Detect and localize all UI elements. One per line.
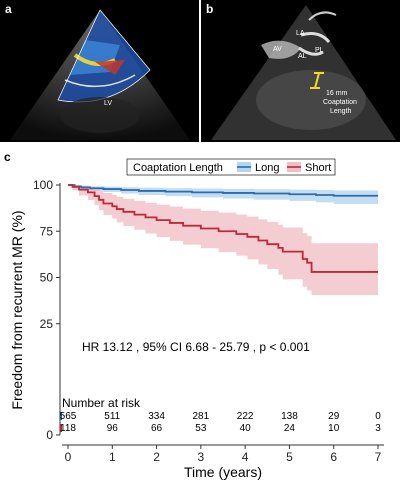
x-tick-label-0: 0 [65,450,72,464]
x-tick-label-7: 7 [375,450,382,464]
y-tick-label-75: 75 [40,224,54,238]
panel-a-lv-label: LV [104,100,113,107]
risk-table-title: Number at risk [62,396,141,410]
risk-row-marker-short [60,424,62,432]
panel-a-label: a [5,2,12,16]
risk-cell-long-0: 565 [60,411,77,422]
hazard-ratio-annotation: HR 13.12 , 95% CI 6.68 - 25.79 , p < 0.0… [82,340,310,354]
survival-line-short [68,184,378,273]
survival-line-long [68,184,378,197]
panel-b-length-label: Length [330,108,352,115]
risk-cell-short-1: 96 [107,423,119,434]
legend-entry-short: Short [305,162,331,174]
risk-cell-short-3: 53 [195,423,207,434]
risk-cell-short-2: 66 [151,423,163,434]
echo-image-panel-b: b LA AV AL PL 16 mm Coaptation Length [201,0,400,142]
risk-cell-short-6: 10 [328,423,340,434]
panel-c-label: c [4,150,11,164]
y-tick-label-0: 0 [46,428,53,442]
risk-cell-long-5: 138 [281,411,298,422]
echo-image-panel-a: a LV [0,0,199,142]
legend-title: Coaptation Length [133,162,223,174]
risk-cell-long-7: 0 [375,411,381,422]
y-tick-label-100: 100 [33,178,53,192]
x-tick-label-2: 2 [153,450,160,464]
risk-row-marker-long [60,412,62,420]
risk-cell-long-2: 334 [148,411,165,422]
y-tick-label-50: 50 [40,271,54,285]
panel-b-16mm-label: 16 mm [326,90,348,97]
x-tick-label-1: 1 [109,450,116,464]
y-axis-title: Freedom from recurrent MR (%) [9,210,25,409]
risk-cell-long-6: 29 [328,411,340,422]
panel-b-coaptation-label: Coaptation [323,99,357,106]
confidence-bands [68,185,378,296]
risk-cell-short-0: 118 [60,423,76,434]
risk-cell-short-4: 40 [240,423,252,434]
x-tick-label-6: 6 [330,450,337,464]
x-tick-label-5: 5 [286,450,293,464]
risk-cell-short-7: 3 [375,423,381,434]
ci-band-short [68,185,378,296]
risk-cell-long-3: 281 [193,411,210,422]
risk-cell-long-4: 222 [237,411,254,422]
x-axis-title: Time (years) [184,464,262,480]
echo-image-b-graphic [211,5,396,140]
risk-cell-short-5: 24 [284,423,296,434]
x-tick-label-4: 4 [242,450,249,464]
legend-box [126,158,336,176]
y-tick-label-25: 25 [40,317,54,331]
x-tick-label-3: 3 [198,450,205,464]
legend: Coaptation Length Long Short [126,158,336,176]
panel-b-label: b [206,2,214,16]
echo-image-a-graphic [10,9,190,140]
legend-entry-long: Long [255,162,279,174]
panel-b-la-label: LA [296,30,305,37]
ci-band-long [68,185,378,205]
panel-b-al-label: AL [298,53,307,60]
panel-b-av-label: AV [273,46,282,53]
risk-cell-long-1: 511 [104,411,120,422]
survival-curves [68,184,378,273]
panel-b-pl-label: PL [315,47,324,54]
